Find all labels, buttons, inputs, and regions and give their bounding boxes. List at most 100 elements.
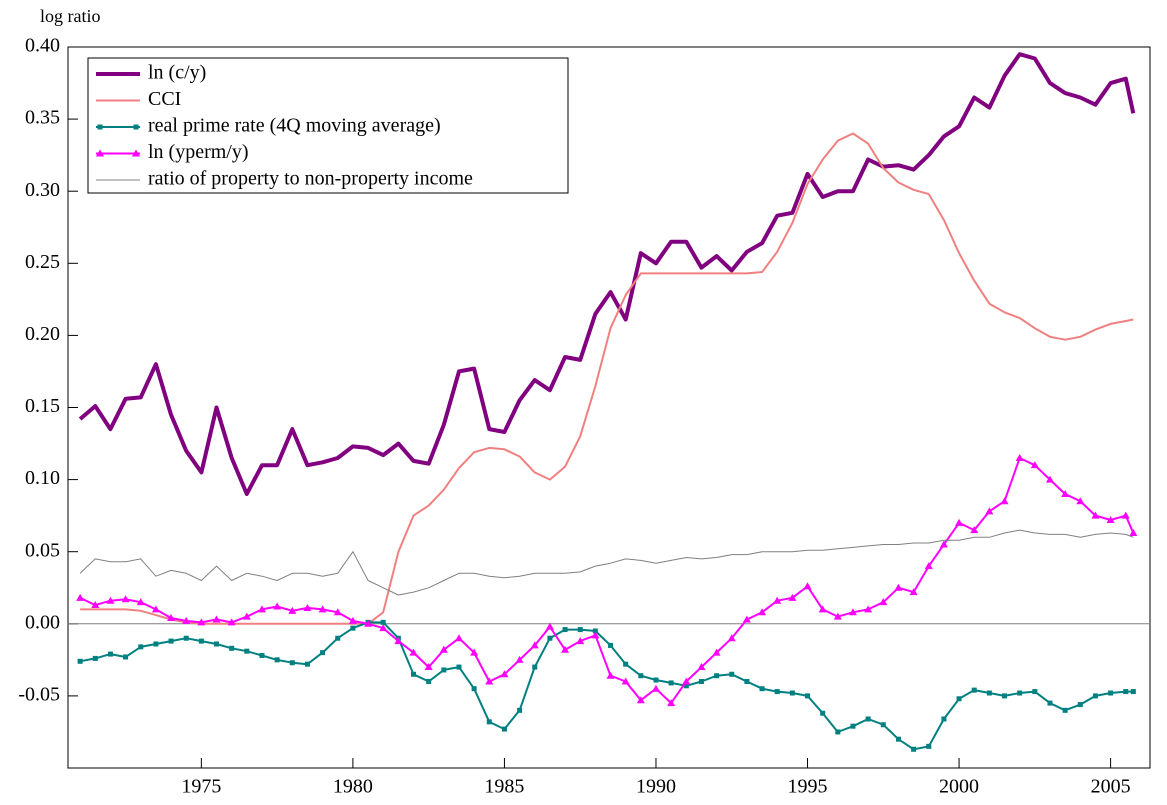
marker [106, 596, 115, 604]
marker [501, 726, 507, 732]
marker [774, 689, 780, 695]
marker [727, 634, 736, 642]
marker [486, 719, 492, 725]
marker [1077, 702, 1083, 708]
marker [364, 619, 373, 627]
marker [318, 605, 327, 613]
marker [1092, 693, 1098, 699]
marker [182, 616, 191, 624]
x-tick-label: 1990 [636, 776, 676, 798]
marker [742, 615, 751, 623]
marker [274, 657, 280, 663]
marker [1076, 497, 1085, 505]
y-tick-label: 0.30 [25, 179, 60, 201]
marker [530, 641, 539, 649]
marker [668, 680, 674, 686]
y-tick-label: 0.35 [25, 107, 60, 129]
marker [880, 722, 886, 728]
marker [244, 648, 250, 654]
marker [320, 650, 326, 656]
marker [303, 603, 312, 611]
marker [273, 602, 282, 610]
marker [651, 684, 660, 692]
marker [411, 671, 417, 677]
marker [1121, 511, 1130, 519]
marker [242, 612, 251, 620]
marker [1047, 700, 1053, 706]
marker [986, 690, 992, 696]
marker [471, 686, 477, 692]
marker [985, 507, 994, 515]
marker [454, 634, 463, 642]
marker [288, 606, 297, 614]
marker [517, 707, 523, 713]
marker [547, 635, 553, 641]
marker [197, 618, 206, 626]
marker [591, 631, 600, 639]
marker [971, 687, 977, 693]
y-tick-label: 0.00 [25, 611, 60, 633]
marker [379, 624, 388, 632]
marker [545, 622, 554, 630]
marker [714, 673, 720, 679]
marker [697, 663, 706, 671]
legend-marker [97, 124, 103, 130]
y-tick-label: 0.25 [25, 251, 60, 273]
marker [1032, 689, 1038, 695]
marker [333, 608, 342, 616]
marker [682, 677, 691, 685]
marker [76, 593, 85, 601]
marker [153, 641, 159, 647]
legend-marker [132, 149, 140, 157]
marker [259, 653, 265, 659]
y-tick-label: 0.20 [25, 323, 60, 345]
legend-label: ln (c/y) [148, 62, 206, 84]
marker [409, 648, 418, 656]
marker [606, 671, 615, 679]
marker [864, 605, 873, 613]
marker [1130, 689, 1136, 695]
legend-box [87, 57, 569, 194]
marker [895, 736, 901, 742]
marker [926, 743, 932, 749]
marker [835, 729, 841, 735]
marker [183, 635, 189, 641]
marker [759, 686, 765, 692]
marker [1017, 690, 1023, 696]
marker [350, 625, 356, 631]
y-tick-label: 0.15 [25, 395, 60, 417]
marker [426, 678, 432, 684]
marker [729, 671, 735, 677]
marker [167, 614, 176, 622]
marker [970, 526, 979, 534]
marker [1129, 528, 1138, 536]
y-tick-label: 0.40 [25, 35, 60, 57]
marker [712, 648, 721, 656]
marker [470, 648, 479, 656]
marker [91, 601, 100, 609]
marker [789, 690, 795, 696]
marker [229, 645, 235, 651]
marker [562, 627, 568, 633]
y-tick-label: -0.05 [18, 683, 60, 705]
marker [1108, 690, 1114, 696]
marker [1123, 689, 1129, 695]
marker [773, 596, 782, 604]
marker [820, 710, 826, 716]
marker [136, 598, 145, 606]
marker [698, 678, 704, 684]
marker [924, 562, 933, 570]
legend-marker [96, 149, 104, 157]
marker [456, 664, 462, 670]
legend-label: CCI [148, 88, 181, 110]
marker [198, 638, 204, 644]
marker [636, 696, 645, 704]
series-line [79, 621, 1134, 751]
marker [227, 618, 236, 626]
series-line [80, 132, 1134, 625]
series-line [79, 529, 1134, 596]
marker [92, 655, 98, 661]
x-tick-label: 1980 [333, 776, 373, 798]
marker [956, 696, 962, 702]
